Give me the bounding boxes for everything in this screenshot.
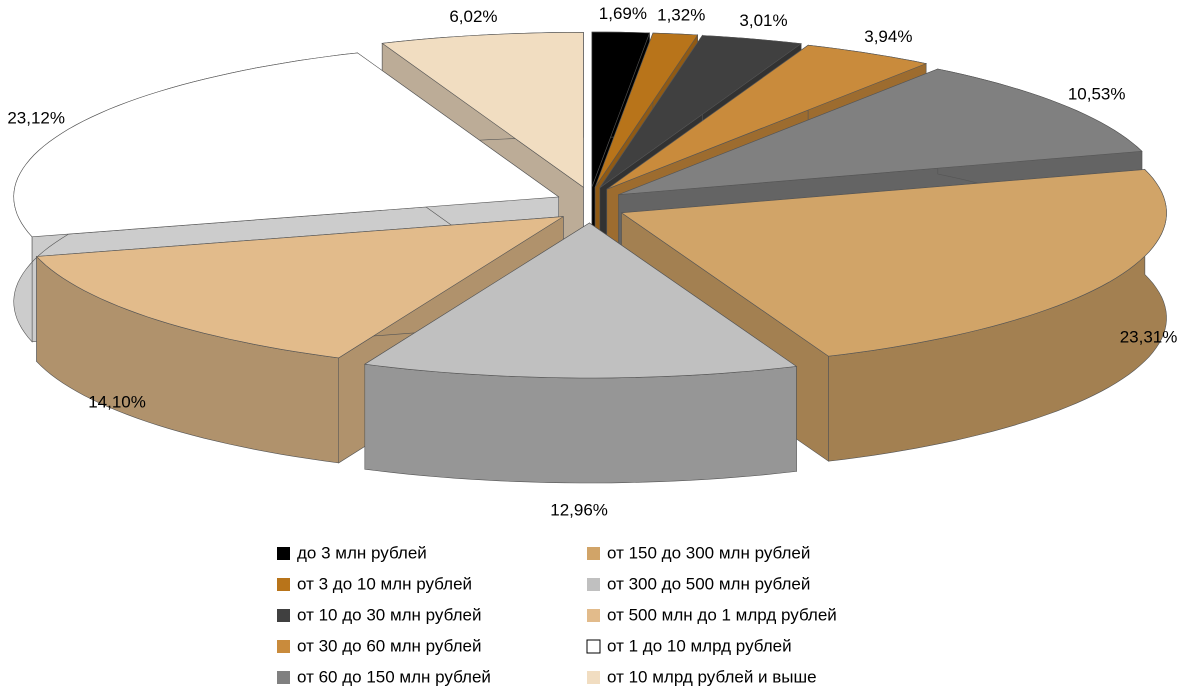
data-label: 23,31%: [1120, 327, 1178, 346]
slice: [620, 169, 1167, 357]
slice: [606, 44, 928, 190]
legend-label: от 300 до 500 млн рублей: [607, 574, 810, 593]
legend-swatch: [277, 547, 290, 560]
slice: [599, 35, 802, 188]
data-label: 1,69%: [599, 4, 647, 23]
legend-swatch: [277, 671, 290, 684]
data-label: 3,94%: [864, 27, 912, 46]
legend-label: от 10 млрд рублей и выше: [607, 667, 817, 686]
legend-label: от 10 до 30 млн рублей: [297, 605, 481, 624]
legend-swatch: [587, 671, 600, 684]
legend-label: от 500 млн до 1 млрд рублей: [607, 605, 837, 624]
legend-swatch: [277, 578, 290, 591]
data-label: 3,01%: [739, 11, 787, 30]
legend-label: от 3 до 10 млн рублей: [297, 574, 472, 593]
slice: [363, 222, 798, 379]
slice: [13, 52, 560, 238]
legend-label: от 150 до 300 млн рублей: [607, 543, 810, 562]
legend-swatch: [587, 609, 600, 622]
legend-swatch: [277, 609, 290, 622]
slice: [35, 216, 564, 359]
slice: [618, 68, 1143, 195]
legend-swatch: [587, 547, 600, 560]
data-label: 1,32%: [657, 6, 705, 25]
legend-label: до 3 млн рублей: [297, 543, 427, 562]
legend-label: от 60 до 150 млн рублей: [297, 667, 491, 686]
slice: [594, 32, 699, 188]
data-label: 10,53%: [1068, 84, 1126, 103]
data-label: 6,02%: [449, 7, 497, 26]
legend-swatch: [277, 640, 290, 653]
data-label: 14,10%: [88, 392, 146, 411]
data-label: 23,12%: [7, 109, 65, 128]
legend-swatch: [587, 578, 600, 591]
legend-label: от 1 до 10 млрд рублей: [607, 636, 792, 655]
data-label: 12,96%: [550, 500, 608, 519]
legend-swatch: [586, 639, 601, 654]
legend-label: от 30 до 60 млн рублей: [297, 636, 481, 655]
slice: [591, 31, 651, 188]
slice: [381, 31, 584, 188]
slice-wall: [364, 363, 797, 484]
